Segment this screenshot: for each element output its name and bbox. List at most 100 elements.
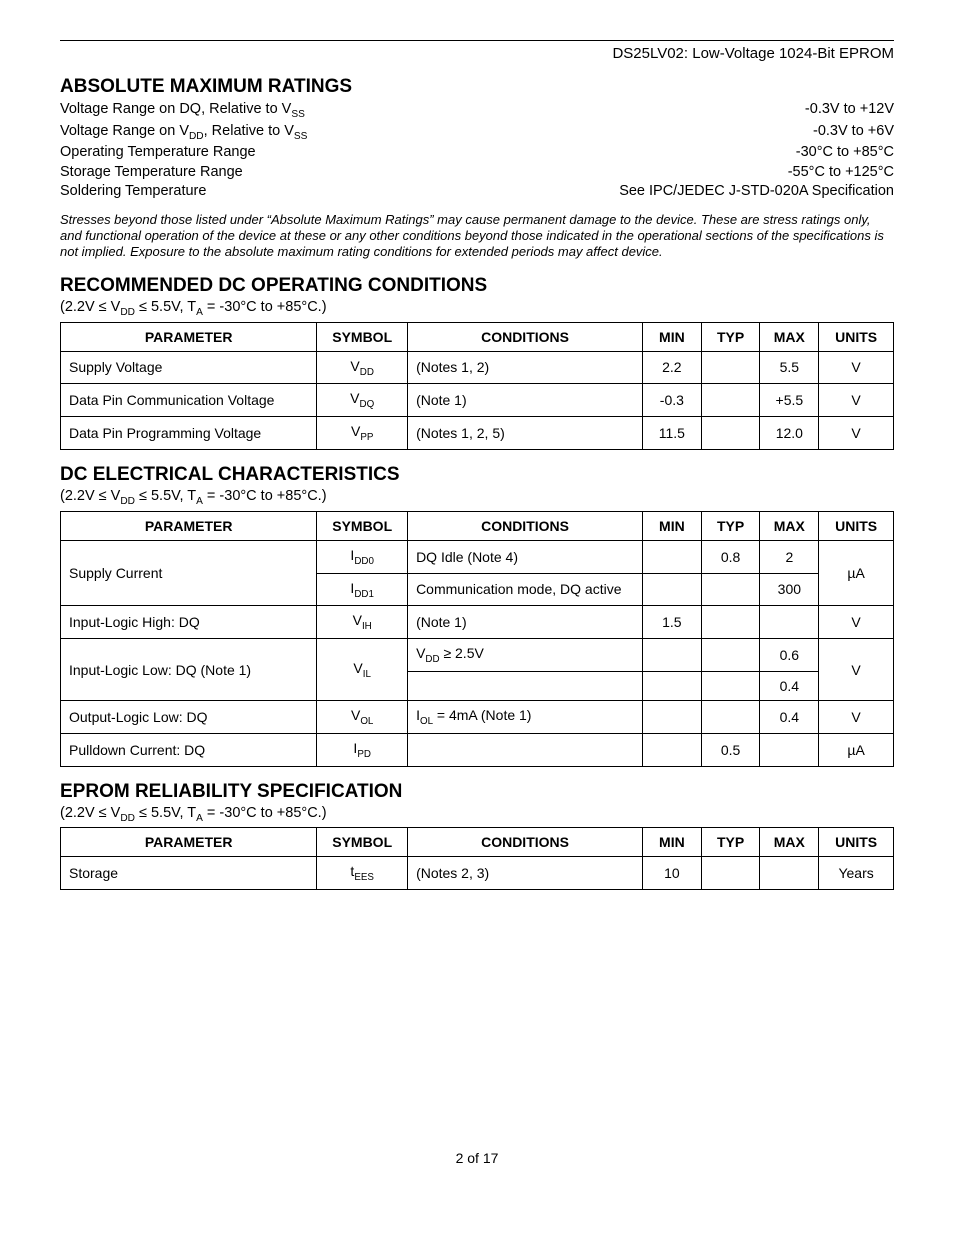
table-row: StoragetEES(Notes 2, 3)10Years bbox=[61, 857, 894, 890]
amr-heading: ABSOLUTE MAXIMUM RATINGS bbox=[60, 76, 894, 98]
amr-label: Storage Temperature Range bbox=[60, 163, 243, 183]
th-parameter: PARAMETER bbox=[61, 511, 317, 540]
cell-typ bbox=[701, 384, 760, 417]
th-min: MIN bbox=[643, 322, 702, 351]
amr-row: Soldering Temperature See IPC/JEDEC J-STD… bbox=[60, 182, 894, 202]
cell-conditions bbox=[408, 733, 643, 766]
amr-note: Stresses beyond those listed under “Abso… bbox=[60, 212, 894, 261]
cell-symbol: VPP bbox=[317, 417, 408, 450]
cell-symbol: VIL bbox=[317, 639, 408, 701]
cell-typ bbox=[701, 573, 760, 606]
cell-conditions: DQ Idle (Note 4) bbox=[408, 540, 643, 573]
cell-min bbox=[643, 639, 702, 672]
page-footer: 2 of 17 bbox=[60, 1150, 894, 1166]
cell-typ bbox=[701, 700, 760, 733]
dc-op-heading: RECOMMENDED DC OPERATING CONDITIONS bbox=[60, 275, 894, 297]
cell-min: 1.5 bbox=[643, 606, 702, 639]
cell-parameter: Input-Logic High: DQ bbox=[61, 606, 317, 639]
cell-max: 0.4 bbox=[760, 700, 819, 733]
cell-max: +5.5 bbox=[760, 384, 819, 417]
cell-max: 300 bbox=[760, 573, 819, 606]
amr-row: Voltage Range on DQ, Relative to VSS-0.3… bbox=[60, 100, 894, 122]
cell-conditions: (Note 1) bbox=[408, 384, 643, 417]
cell-units: µA bbox=[819, 540, 894, 606]
cell-typ bbox=[701, 417, 760, 450]
cell-units: Years bbox=[819, 857, 894, 890]
cell-typ bbox=[701, 639, 760, 672]
cell-typ bbox=[701, 857, 760, 890]
th-conditions: CONDITIONS bbox=[408, 511, 643, 540]
th-units: UNITS bbox=[819, 322, 894, 351]
amr-value: See IPC/JEDEC J-STD-020A Specification bbox=[619, 182, 894, 202]
cell-symbol: tEES bbox=[317, 857, 408, 890]
eprom-heading: EPROM RELIABILITY SPECIFICATION bbox=[60, 781, 894, 803]
cell-symbol: IDD0 bbox=[317, 540, 408, 573]
cell-min: -0.3 bbox=[643, 384, 702, 417]
dc-op-table: PARAMETER SYMBOL CONDITIONS MIN TYP MAX … bbox=[60, 322, 894, 450]
cell-min: 10 bbox=[643, 857, 702, 890]
cell-min bbox=[643, 671, 702, 700]
th-conditions: CONDITIONS bbox=[408, 322, 643, 351]
amr-row: Operating Temperature Range -30°C to +85°… bbox=[60, 143, 894, 163]
amr-row: Voltage Range on VDD, Relative to VSS -0.… bbox=[60, 122, 894, 144]
cell-max: 0.6 bbox=[760, 639, 819, 672]
th-typ: TYP bbox=[701, 511, 760, 540]
th-conditions: CONDITIONS bbox=[408, 828, 643, 857]
dc-elec-table: PARAMETER SYMBOL CONDITIONS MIN TYP MAX … bbox=[60, 511, 894, 767]
cell-parameter: Data Pin Programming Voltage bbox=[61, 417, 317, 450]
cell-max bbox=[760, 857, 819, 890]
doc-title: DS25LV02: Low-Voltage 1024-Bit EPROM bbox=[60, 45, 894, 62]
amr-value: -55°C to +125°C bbox=[788, 163, 894, 183]
amr-list: Voltage Range on DQ, Relative to VSS-0.3… bbox=[60, 100, 894, 202]
header-rule bbox=[60, 40, 894, 41]
cell-max bbox=[760, 606, 819, 639]
cell-max: 0.4 bbox=[760, 671, 819, 700]
cell-units: µA bbox=[819, 733, 894, 766]
table-row: Pulldown Current: DQIPD0.5µA bbox=[61, 733, 894, 766]
amr-row: Storage Temperature Range -55°C to +125°C bbox=[60, 163, 894, 183]
cell-typ bbox=[701, 351, 760, 384]
cell-conditions bbox=[408, 671, 643, 700]
dc-elec-cond: (2.2V ≤ VDD ≤ 5.5V, TA = -30°C to +85°C.… bbox=[60, 488, 894, 507]
cell-parameter: Supply Voltage bbox=[61, 351, 317, 384]
th-typ: TYP bbox=[701, 828, 760, 857]
cell-conditions: (Notes 1, 2) bbox=[408, 351, 643, 384]
th-max: MAX bbox=[760, 828, 819, 857]
table-row: Data Pin Programming VoltageVPP(Notes 1,… bbox=[61, 417, 894, 450]
cell-max: 5.5 bbox=[760, 351, 819, 384]
cell-min bbox=[643, 540, 702, 573]
cell-symbol: VOL bbox=[317, 700, 408, 733]
cell-conditions: IOL = 4mA (Note 1) bbox=[408, 700, 643, 733]
cell-min bbox=[643, 700, 702, 733]
table-row: Supply CurrentIDD0DQ Idle (Note 4)0.82µA bbox=[61, 540, 894, 573]
amr-value: -30°C to +85°C bbox=[796, 143, 894, 163]
cell-parameter: Output-Logic Low: DQ bbox=[61, 700, 317, 733]
cell-conditions: (Note 1) bbox=[408, 606, 643, 639]
eprom-table: PARAMETER SYMBOL CONDITIONS MIN TYP MAX … bbox=[60, 827, 894, 890]
table-row: Input-Logic High: DQVIH(Note 1)1.5V bbox=[61, 606, 894, 639]
cell-typ bbox=[701, 671, 760, 700]
dc-elec-heading: DC ELECTRICAL CHARACTERISTICS bbox=[60, 464, 894, 486]
table-row: Input-Logic Low: DQ (Note 1)VILVDD ≥ 2.5… bbox=[61, 639, 894, 672]
cell-symbol: IDD1 bbox=[317, 573, 408, 606]
amr-value: -0.3V to +12V bbox=[805, 100, 894, 122]
eprom-cond: (2.2V ≤ VDD ≤ 5.5V, TA = -30°C to +85°C.… bbox=[60, 805, 894, 824]
th-min: MIN bbox=[643, 828, 702, 857]
amr-value: -0.3V to +6V bbox=[813, 122, 894, 144]
cell-parameter: Input-Logic Low: DQ (Note 1) bbox=[61, 639, 317, 701]
cell-parameter: Data Pin Communication Voltage bbox=[61, 384, 317, 417]
table-row: Output-Logic Low: DQVOLIOL = 4mA (Note 1… bbox=[61, 700, 894, 733]
amr-label: Soldering Temperature bbox=[60, 182, 206, 202]
amr-label: Voltage Range on VDD, Relative to VSS bbox=[60, 122, 307, 144]
cell-parameter: Storage bbox=[61, 857, 317, 890]
amr-label: Operating Temperature Range bbox=[60, 143, 256, 163]
dc-op-cond: (2.2V ≤ VDD ≤ 5.5V, TA = -30°C to +85°C.… bbox=[60, 299, 894, 318]
cell-units: V bbox=[819, 606, 894, 639]
cell-units: V bbox=[819, 351, 894, 384]
cell-min bbox=[643, 573, 702, 606]
th-max: MAX bbox=[760, 322, 819, 351]
table-row: Data Pin Communication VoltageVDQ(Note 1… bbox=[61, 384, 894, 417]
cell-symbol: VDQ bbox=[317, 384, 408, 417]
cell-units: V bbox=[819, 700, 894, 733]
cell-conditions: (Notes 1, 2, 5) bbox=[408, 417, 643, 450]
